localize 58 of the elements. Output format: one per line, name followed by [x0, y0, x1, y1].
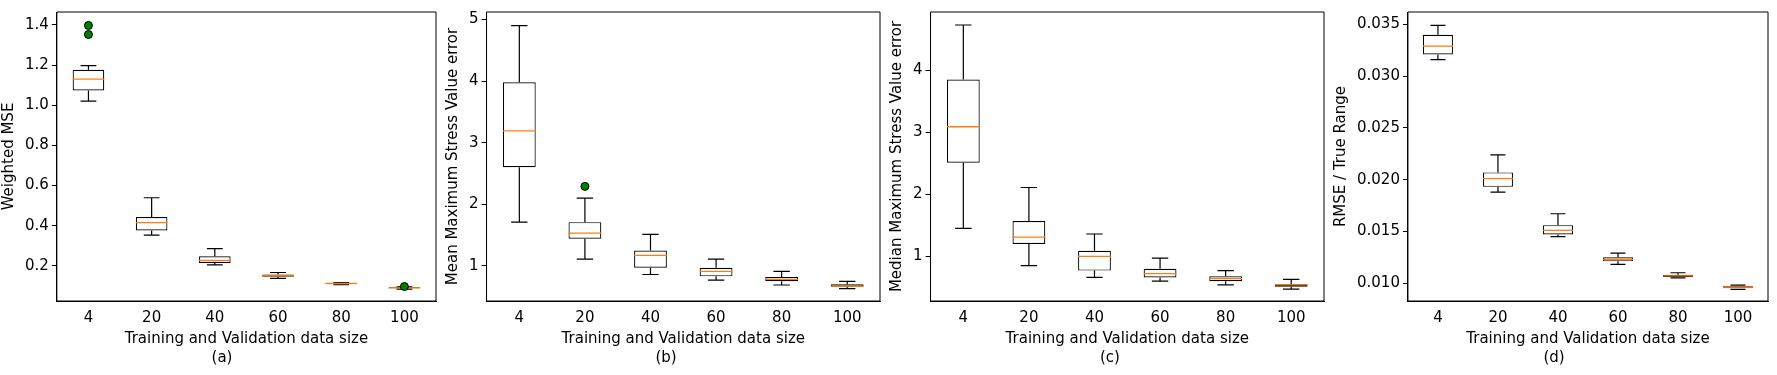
- x-axis-title: Training and Validation data size: [123, 328, 369, 347]
- y-tick-label: 0.8: [25, 135, 49, 154]
- y-tick-label: 0.025: [1356, 117, 1400, 136]
- x-tick-label: 60: [1608, 307, 1628, 326]
- x-axis-title: Training and Validation data size: [1465, 328, 1710, 347]
- x-tick-label: 4: [1433, 307, 1443, 326]
- y-axis-title: Mean Maximum Stress Value error: [442, 26, 461, 286]
- x-tick-label: 20: [575, 307, 595, 326]
- y-tick-label: 3: [913, 122, 923, 141]
- x-tick-label: 20: [142, 307, 162, 326]
- y-tick-label: 2: [469, 194, 479, 213]
- x-tick-label: 100: [832, 307, 862, 326]
- x-tick-label: 100: [1276, 307, 1306, 326]
- y-tick-label: 0.4: [25, 215, 49, 234]
- x-tick-label: 4: [958, 307, 969, 326]
- y-tick-label: 1: [913, 246, 923, 265]
- y-tick-label: 1.0: [25, 95, 49, 114]
- x-tick-label: 40: [205, 307, 225, 326]
- x-tick-label: 60: [1150, 307, 1170, 326]
- y-tick-label: 4: [913, 60, 923, 79]
- x-tick-label: 4: [514, 307, 525, 326]
- x-tick-label: 100: [390, 307, 419, 326]
- x-tick-label: 20: [1488, 307, 1508, 326]
- x-tick-label: 4: [83, 307, 94, 326]
- x-axis-title: Training and Validation data size: [1004, 328, 1249, 347]
- text: (d): [1542, 348, 1566, 366]
- x-tick-label: 80: [1216, 307, 1236, 326]
- x-tick-label: 60: [268, 307, 288, 326]
- text: (c): [1099, 348, 1121, 366]
- text: (b): [654, 348, 678, 366]
- x-tick-label: 80: [772, 307, 792, 326]
- x-tick-label: 40: [640, 307, 661, 326]
- y-axis-title: Median Maximum Stress Value error: [886, 20, 905, 293]
- x-tick-label: 100: [1723, 307, 1753, 326]
- y-tick-label: 1: [469, 255, 479, 274]
- y-axis-title: Weighted MSE: [0, 102, 17, 211]
- x-tick-label: 40: [1084, 307, 1105, 326]
- y-tick-label: 0.6: [25, 175, 49, 194]
- y-tick-label: 1.2: [25, 54, 49, 73]
- y-tick-label: 0.015: [1356, 221, 1400, 240]
- y-tick-label: 0.035: [1356, 14, 1400, 33]
- y-tick-label: 0.030: [1356, 66, 1400, 85]
- y-tick-label: 4: [469, 70, 479, 89]
- y-tick-label: 2: [913, 184, 923, 203]
- y-axis-title: RMSE / True Range: [1330, 85, 1349, 228]
- x-tick-label: 80: [1668, 307, 1688, 326]
- x-axis-title: Training and Validation data size: [560, 328, 805, 347]
- y-tick-label: 0.020: [1356, 169, 1400, 188]
- y-tick-label: 3: [469, 132, 479, 151]
- x-tick-label: 80: [331, 307, 351, 326]
- y-tick-label: 0.010: [1356, 272, 1400, 291]
- x-tick-label: 40: [1548, 307, 1568, 326]
- x-tick-label: 20: [1019, 307, 1039, 326]
- text: (a): [210, 348, 234, 366]
- y-tick-label: 1.4: [25, 14, 49, 33]
- x-tick-label: 60: [706, 307, 726, 326]
- y-tick-label: 5: [469, 9, 479, 28]
- y-tick-label: 0.2: [25, 255, 49, 274]
